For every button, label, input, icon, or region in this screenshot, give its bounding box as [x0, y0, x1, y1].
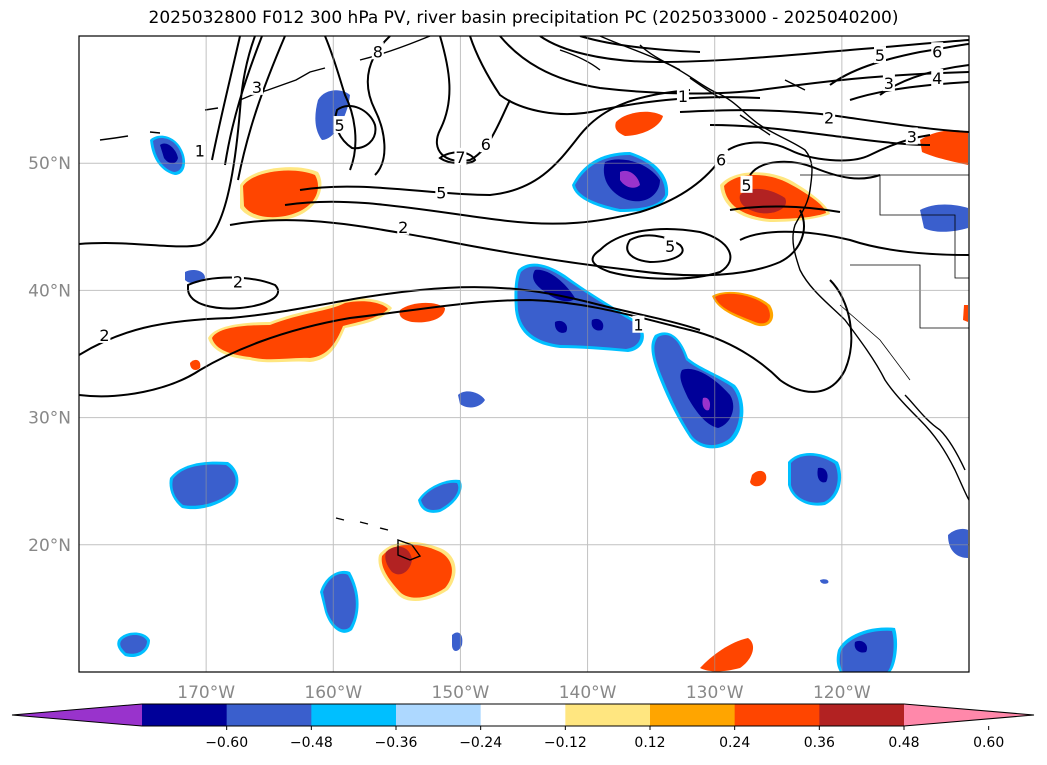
- contour-label-bg: [98, 325, 111, 343]
- contour-label: 2: [824, 108, 834, 127]
- negative-anomaly-region: [117, 90, 968, 672]
- colorbar-swatch: [480, 704, 566, 726]
- contour-label-bg: [454, 147, 467, 165]
- contour-label-bg: [435, 183, 448, 201]
- colorbar-tick-label: 0.36: [804, 735, 835, 751]
- gridlines: [79, 36, 969, 672]
- contour-label-bg: [664, 236, 677, 254]
- contour-label: 1: [678, 87, 688, 106]
- colorbar-tick-label: −0.48: [290, 735, 333, 751]
- contour-label: 2: [99, 326, 109, 345]
- colorbar-tick-label: 0.12: [634, 735, 665, 751]
- colorbar-swatch: [650, 704, 736, 726]
- contour-label: 3: [907, 127, 917, 146]
- colorbar-swatch: [734, 704, 820, 726]
- state-borders: [800, 174, 969, 381]
- lat-tick-label: 50°N: [28, 154, 71, 174]
- contour-label-bg: [740, 175, 753, 193]
- contour-label-bg: [905, 127, 918, 145]
- colorbar-tick-label: 0.48: [888, 735, 919, 751]
- contour-label: 5: [741, 176, 751, 195]
- contour-label: 7: [455, 148, 465, 167]
- contour-label-bg: [882, 74, 895, 92]
- colorbar-tick-label: −0.36: [375, 735, 418, 751]
- contour-label-bg: [715, 150, 728, 168]
- colorbar-tick-label: −0.12: [544, 735, 587, 751]
- colorbar: −0.60 −0.48 −0.36 −0.24 −0.12 0.12 0.24 0.36 0.4…: [11, 703, 1035, 751]
- colorbar-tick-label: −0.24: [459, 735, 502, 751]
- contour-label: 6: [481, 135, 491, 154]
- contour-label-bg: [371, 42, 384, 60]
- contour-label: 6: [716, 150, 726, 169]
- contour-label: 3: [884, 74, 894, 93]
- colorbar-extend-low: [12, 704, 142, 726]
- contour-label: 1: [633, 316, 643, 335]
- contour-label: 5: [436, 183, 446, 202]
- contour-label: 1: [195, 141, 205, 160]
- lon-tick-label: 170°W: [177, 683, 235, 703]
- contour-label: 2: [233, 272, 243, 291]
- contour-label: 3: [252, 78, 262, 97]
- colorbar-swatch: [819, 704, 905, 726]
- contour-label-bg: [931, 42, 944, 60]
- colorbar-tick-label: 0.60: [973, 735, 1004, 751]
- contour-label: 5: [335, 116, 345, 135]
- contour-label: 8: [373, 42, 383, 61]
- colorbar-swatch: [565, 704, 651, 726]
- colorbar-tick-label: 0.24: [719, 735, 750, 751]
- colorbar-swatch: [396, 704, 482, 726]
- colorbar-tick-label: −0.60: [205, 735, 248, 751]
- contour-label-bg: [193, 141, 206, 159]
- colorbar-swatch: [311, 704, 397, 726]
- contour-label-bg: [823, 108, 836, 126]
- colorbar-swatch: [226, 704, 312, 726]
- map-title: 2025032800 F012 300 hPa PV, river basin …: [148, 8, 899, 28]
- colorbar-extend-high: [904, 704, 1034, 726]
- lat-tick-label: 40°N: [28, 281, 71, 301]
- contour-label: 4: [932, 69, 942, 88]
- lon-tick-label: 140°W: [559, 683, 617, 703]
- lat-tick-label: 30°N: [28, 409, 71, 429]
- lon-tick-label: 120°W: [813, 683, 871, 703]
- colorbar-swatch: [142, 704, 228, 726]
- contour-label-bg: [231, 272, 244, 290]
- contour-label: 5: [665, 237, 675, 256]
- contour-label-bg: [333, 116, 346, 134]
- map-frame: [78, 35, 970, 673]
- contour-label-bg: [931, 68, 944, 86]
- contour-label-bg: [251, 77, 263, 95]
- latitude-labels: 50°N 40°N 30°N 20°N: [28, 154, 71, 556]
- contour-label-bg: [874, 46, 886, 64]
- contour-label-bg: [676, 86, 689, 104]
- contour-label: 5: [875, 46, 885, 65]
- contour-label: 6: [932, 42, 942, 61]
- contour-label-bg: [479, 135, 492, 153]
- contour-label: 2: [398, 218, 408, 237]
- contour-label-bg: [632, 315, 645, 333]
- lon-tick-label: 130°W: [686, 683, 744, 703]
- longitude-labels: 170°W 160°W 150°W 140°W 130°W 120°W: [177, 683, 871, 703]
- lon-tick-label: 160°W: [304, 683, 362, 703]
- lat-tick-label: 20°N: [28, 536, 71, 556]
- colorbar-outline: [11, 703, 1035, 727]
- contour-label-bg: [397, 217, 410, 235]
- lon-tick-label: 150°W: [432, 683, 490, 703]
